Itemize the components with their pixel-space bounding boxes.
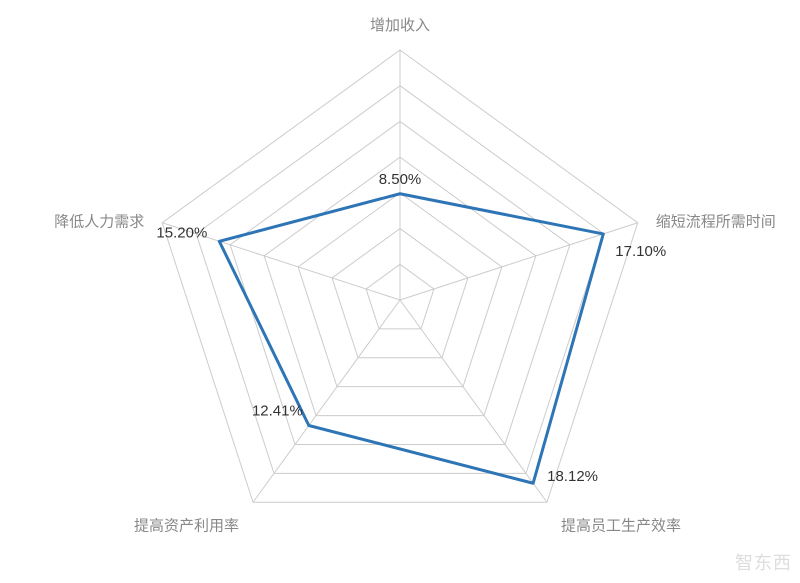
axis-label: 增加收入 [370,17,430,34]
axis-spoke [253,300,400,502]
axis-spoke [400,300,547,502]
value-label: 12.41% [252,402,303,419]
value-label: 8.50% [379,171,422,188]
axis-label: 缩短流程所需时间 [656,214,776,231]
axis-label: 降低人力需求 [54,214,144,231]
value-label: 17.10% [615,243,666,260]
axis-label: 提高资产利用率 [134,518,239,535]
value-label: 15.20% [156,224,207,241]
axis-label: 提高员工生产效率 [561,518,681,535]
value-label: 18.12% [547,468,598,485]
radar-chart: 增加收入缩短流程所需时间提高员工生产效率 提高资产利用率 降低人力需求 8.50% 17… [0,0,800,583]
